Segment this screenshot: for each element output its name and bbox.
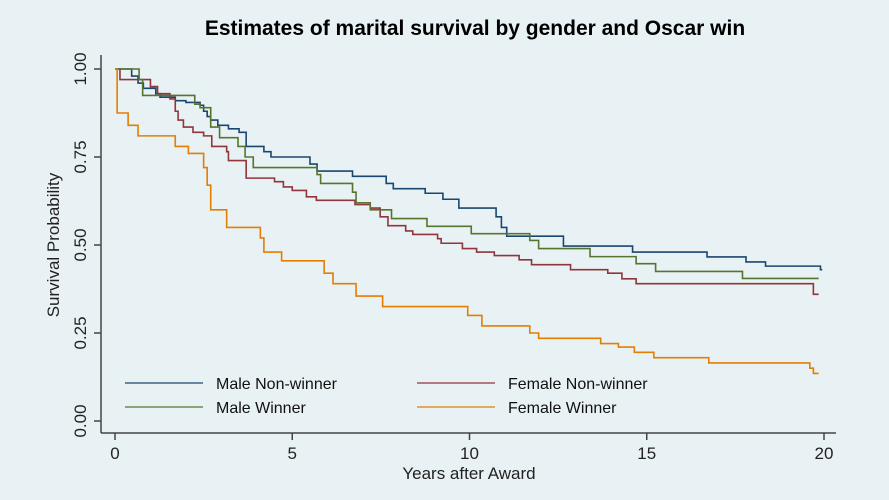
series-line-female-winner	[115, 68, 819, 375]
y-tick-label: 0.75	[71, 140, 90, 173]
legend: Male Non-winner Female Non-winner Male Win…	[125, 376, 648, 417]
legend-label-female-non-winner: Female Non-winner	[508, 376, 648, 393]
y-tick-label: 0.00	[71, 404, 90, 437]
x-tick-label: 10	[460, 444, 479, 463]
y-axis-label: Survival Probability	[44, 172, 63, 317]
x-ticks: 0 5 10 15 20	[110, 433, 833, 463]
x-tick-label: 0	[110, 444, 119, 463]
legend-label-male-non-winner: Male Non-winner	[216, 376, 338, 393]
x-tick-label: 15	[637, 444, 656, 463]
y-tick-label: 1.00	[71, 52, 90, 85]
series-line-female-non-winner	[115, 68, 819, 296]
survival-curves	[115, 68, 823, 375]
x-tick-label: 20	[815, 444, 834, 463]
x-axis-label: Years after Award	[402, 464, 535, 483]
legend-label-female-winner: Female Winner	[508, 400, 617, 417]
legend-label-male-winner: Male Winner	[216, 400, 306, 417]
y-tick-label: 0.25	[71, 316, 90, 349]
x-tick-label: 5	[288, 444, 297, 463]
y-ticks: 0.00 0.25 0.50 0.75 1.00	[71, 52, 101, 438]
chart-title: Estimates of marital survival by gender …	[205, 17, 745, 40]
series-line-male-non-winner	[115, 68, 823, 271]
series-line-male-winner	[115, 68, 819, 280]
y-tick-label: 0.50	[71, 228, 90, 261]
